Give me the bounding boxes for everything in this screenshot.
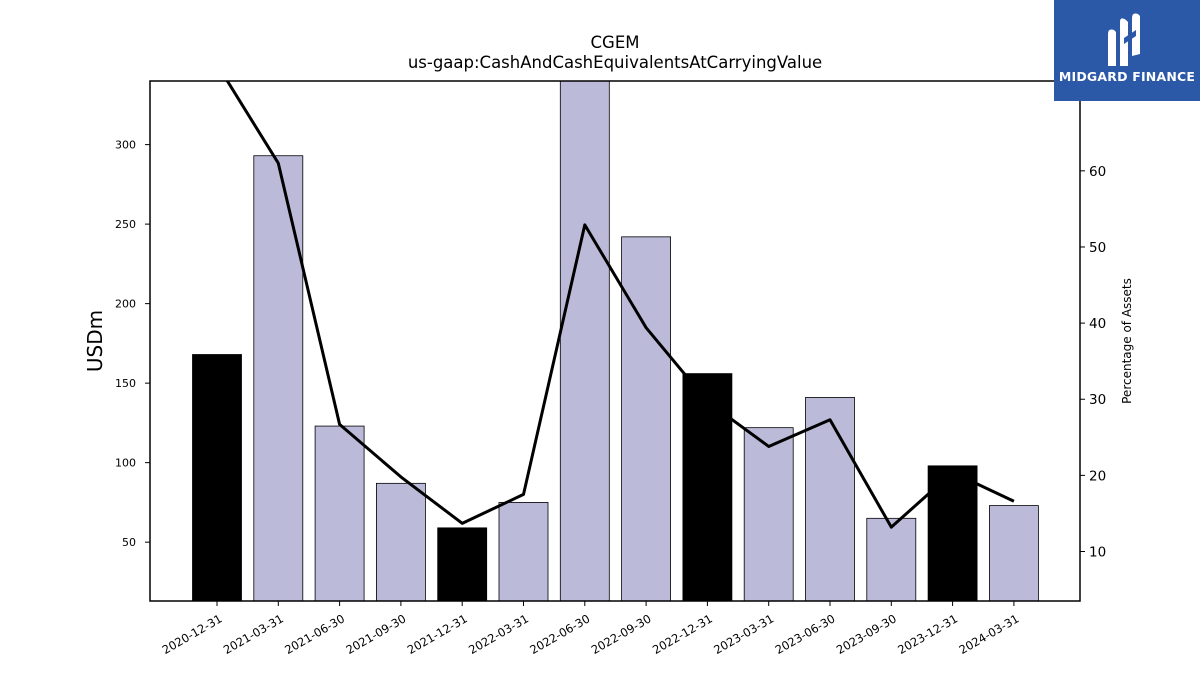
line-layer	[225, 81, 1015, 529]
bar-2022-09-30	[621, 236, 671, 602]
y-axis-label: USDm	[83, 310, 107, 372]
x-tick-label: 2021-03-31	[221, 611, 286, 657]
percentage-line	[225, 81, 1015, 529]
bar-2021-06-30	[314, 425, 365, 602]
bar-2023-09-30	[866, 517, 917, 602]
x-tick-label: 2023-06-30	[773, 611, 838, 657]
x-axis: 2020-12-312021-03-312021-06-302021-09-30…	[160, 601, 1022, 657]
y2-tick-label: 40	[1089, 316, 1106, 332]
brand-logo: MIDGARD FINANCE	[1054, 0, 1200, 101]
bar-2021-03-31	[253, 155, 304, 602]
y2-tick-label: 10	[1089, 545, 1106, 561]
x-tick-label: 2022-12-31	[650, 611, 715, 657]
y-tick-label: 250	[115, 218, 136, 231]
bar-2023-06-30	[805, 397, 855, 602]
logo-mark-icon	[1108, 13, 1140, 66]
x-tick-label: 2022-09-30	[589, 611, 654, 657]
x-tick-label: 2022-03-31	[466, 611, 531, 657]
y2-axis-label: Percentage of Assets	[1120, 278, 1134, 404]
y2-tick-label: 60	[1089, 164, 1106, 180]
bar-2021-09-30	[375, 482, 426, 602]
chart-title: CGEM	[591, 33, 640, 52]
bar-2023-03-31	[743, 427, 794, 602]
x-tick-label: 2021-09-30	[344, 611, 409, 657]
x-tick-label: 2020-12-31	[160, 611, 225, 657]
x-tick-label: 2023-12-31	[895, 611, 960, 657]
chart-subtitle: us-gaap:CashAndCashEquivalentsAtCarrying…	[408, 53, 822, 72]
y2-tick-label: 50	[1089, 240, 1106, 256]
logo-text: MIDGARD FINANCE	[1058, 69, 1196, 84]
x-tick-label: 2022-06-30	[527, 611, 592, 657]
bar-2021-12-31	[437, 527, 488, 602]
y-tick-label: 50	[122, 536, 136, 549]
y-tick-label: 100	[115, 457, 136, 470]
bar-2022-03-31	[498, 502, 549, 602]
y-tick-label: 300	[115, 139, 136, 152]
x-tick-label: 2023-09-30	[834, 611, 899, 657]
y-axis-left: 50 100 150 200 250 300	[115, 139, 150, 549]
x-tick-label: 2021-06-30	[282, 611, 347, 657]
bar-2022-12-31	[682, 373, 733, 602]
bar-2024-03-31	[989, 505, 1039, 602]
x-tick-label: 2021-12-31	[405, 611, 470, 657]
y2-tick-label: 20	[1089, 468, 1106, 484]
y-tick-label: 200	[115, 298, 136, 311]
bar-2020-12-31	[192, 354, 242, 602]
bar-2022-06-30	[559, 80, 610, 602]
x-tick-label: 2023-03-31	[711, 611, 776, 657]
x-tick-label: 2024-03-31	[957, 611, 1022, 657]
y-tick-label: 150	[115, 377, 136, 390]
y-axis-right: 10 20 30 40 50 60	[1080, 164, 1106, 561]
y2-tick-label: 30	[1089, 392, 1106, 408]
plot-frame	[149, 80, 1081, 602]
